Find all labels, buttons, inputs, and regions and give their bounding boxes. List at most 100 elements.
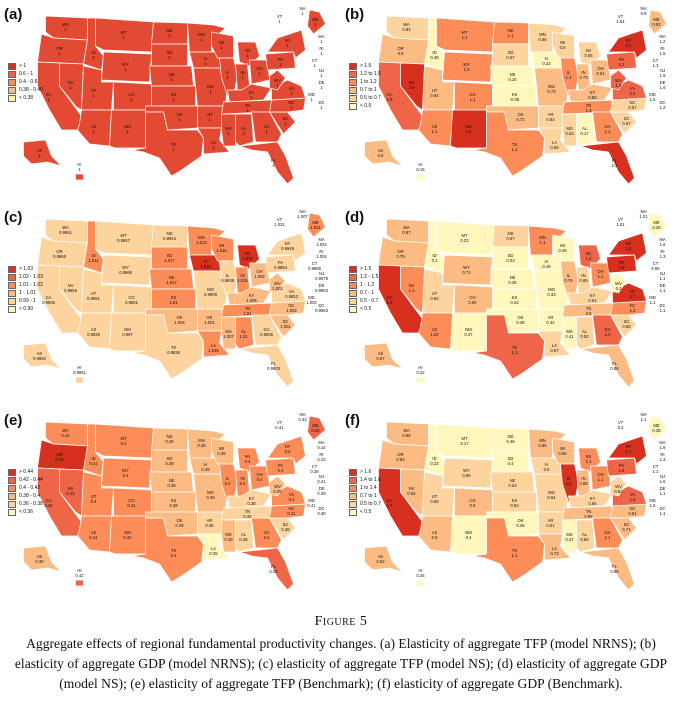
- state-value-mt: 1.2: [462, 35, 468, 40]
- state-ny: [266, 29, 306, 59]
- state-label-id: ID: [91, 456, 95, 461]
- state-label-ok: OK: [517, 112, 523, 117]
- state-value-ga: 1.1: [605, 129, 611, 134]
- legend-entry: < 0.5: [349, 102, 381, 110]
- state-value-va: 0.4: [289, 497, 295, 502]
- state-value-il: 0.4: [225, 481, 231, 486]
- state-wv: [269, 69, 286, 91]
- state-tx: [131, 314, 204, 380]
- state-label-fl: FL: [612, 564, 618, 569]
- small-state-value-ma: 1.8: [660, 445, 666, 450]
- state-value-pa: 1.5: [619, 468, 625, 473]
- state-value-co: 0.9: [470, 503, 476, 508]
- state-label-mt: MT: [461, 233, 467, 238]
- small-state-value-de: 1.1: [660, 288, 666, 293]
- state-value-nd: 0.46: [506, 439, 515, 444]
- state-label-ak: AK: [378, 554, 384, 559]
- state-label-wi: WI: [219, 243, 224, 248]
- state-value-pa: 0.9954: [274, 265, 287, 270]
- state-value-nd: 0.9944: [163, 236, 176, 241]
- legend-label: 0.42 - 0.44: [19, 477, 43, 483]
- state-label-sc: SC: [624, 116, 630, 121]
- legend-entry: 0.7 to 1: [349, 86, 381, 94]
- state-label-ms: MS: [225, 532, 231, 537]
- state-label-id: ID: [432, 50, 436, 55]
- state-label-mn: MN: [198, 32, 205, 37]
- state-label-co: CO: [128, 295, 135, 300]
- small-state-label-vt: VT: [277, 14, 283, 19]
- state-value-hi: 0.42: [75, 573, 84, 578]
- state-value-wa: 0.83: [402, 27, 411, 32]
- state-value-hi: 0.9961: [73, 370, 86, 375]
- state-label-in: IN: [581, 476, 585, 481]
- state-value-mo: 0.9909: [204, 292, 217, 297]
- state-value-tn: 1.01: [243, 311, 252, 316]
- figure-title: Figure 5: [314, 614, 368, 629]
- state-ms: [221, 316, 236, 350]
- state-label-il: IL: [567, 70, 571, 75]
- legend-entry: < 0.36: [8, 508, 43, 516]
- state-value-ak: 0.9992: [33, 356, 46, 361]
- state-label-wa: WA: [62, 428, 69, 433]
- state-me: [648, 415, 667, 441]
- state-wy: [101, 51, 152, 83]
- state-label-sc: SC: [283, 522, 289, 527]
- state-value-ut: 0.4: [91, 499, 97, 504]
- state-value-ms: 0.41: [565, 334, 574, 339]
- state-value-ca: 1: [47, 97, 50, 102]
- small-state-label-nj: NJ: [319, 68, 324, 73]
- legend-entry: < 0.99: [8, 305, 43, 313]
- state-al: [235, 113, 254, 147]
- state-value-az: 0.9: [432, 535, 438, 540]
- state-value-nd: 1.1: [508, 33, 514, 38]
- state-value-ar: 1: [208, 117, 211, 122]
- state-label-tn: TN: [245, 103, 251, 108]
- state-label-wy: WY: [463, 62, 470, 67]
- state-value-or: 0.44: [55, 457, 64, 462]
- state-value-mo: 1: [209, 89, 212, 94]
- state-value-ia: 1: [204, 61, 207, 66]
- state-label-az: AZ: [432, 327, 438, 332]
- state-value-me: 0.42: [311, 428, 320, 433]
- state-value-ny: 1: [286, 43, 289, 48]
- state-value-tn: 0.8: [586, 311, 592, 316]
- legend-entry: 1 to 1.4: [349, 484, 381, 492]
- state-value-mo: 0.39: [206, 495, 215, 500]
- state-value-ar: 0.38: [205, 523, 214, 528]
- state-value-mt: 1: [122, 35, 125, 40]
- state-label-ne: NE: [169, 275, 175, 280]
- state-label-ut: UT: [91, 494, 97, 499]
- state-value-hi: 0.15: [416, 167, 425, 172]
- legend-label: 0.4 - 0.6: [19, 79, 38, 85]
- state-value-la: 0.35: [209, 551, 218, 556]
- legend-label: > 1.5: [360, 266, 372, 272]
- state-label-me: ME: [653, 220, 659, 225]
- state-label-mn: MN: [198, 235, 205, 240]
- state-value-ks: -0.05: [510, 97, 520, 102]
- state-label-ia: IA: [545, 462, 549, 467]
- state-label-ar: AR: [548, 518, 554, 523]
- state-value-ny: 2.1: [626, 43, 632, 48]
- state-wy: [442, 254, 493, 286]
- small-state-label-ct: CT: [653, 261, 659, 266]
- state-label-or: OR: [397, 249, 403, 254]
- state-label-nm: NM: [465, 327, 472, 332]
- small-state-label-vt: VT: [277, 217, 283, 222]
- map-legend: > 1.5 1.2 to 1.5 1 to 1.2 0.7 to 1 0.5 to 0.…: [349, 62, 381, 110]
- small-state-value-dc: 1.2: [660, 105, 666, 110]
- state-value-wy: 0.65: [462, 473, 471, 478]
- state-value-hi: 0.22: [416, 370, 425, 375]
- small-state-label-ri: RI: [319, 249, 323, 254]
- small-state-value-nh: 1: [301, 11, 304, 16]
- state-label-in: IN: [581, 70, 585, 75]
- state-label-co: CO: [469, 92, 476, 97]
- state-label-ar: AR: [207, 112, 213, 117]
- state-value-la: 0.66: [550, 145, 559, 150]
- state-value-az: 1: [92, 129, 95, 134]
- legend-entry: 0.4 - 0.42: [8, 484, 43, 492]
- state-label-nc: NC: [288, 506, 294, 511]
- panel-label: (d): [345, 209, 365, 226]
- state-value-nv: 0.9955: [64, 288, 77, 293]
- state-value-ks: 1.01: [169, 300, 178, 305]
- small-state-label-vt: VT: [618, 14, 624, 19]
